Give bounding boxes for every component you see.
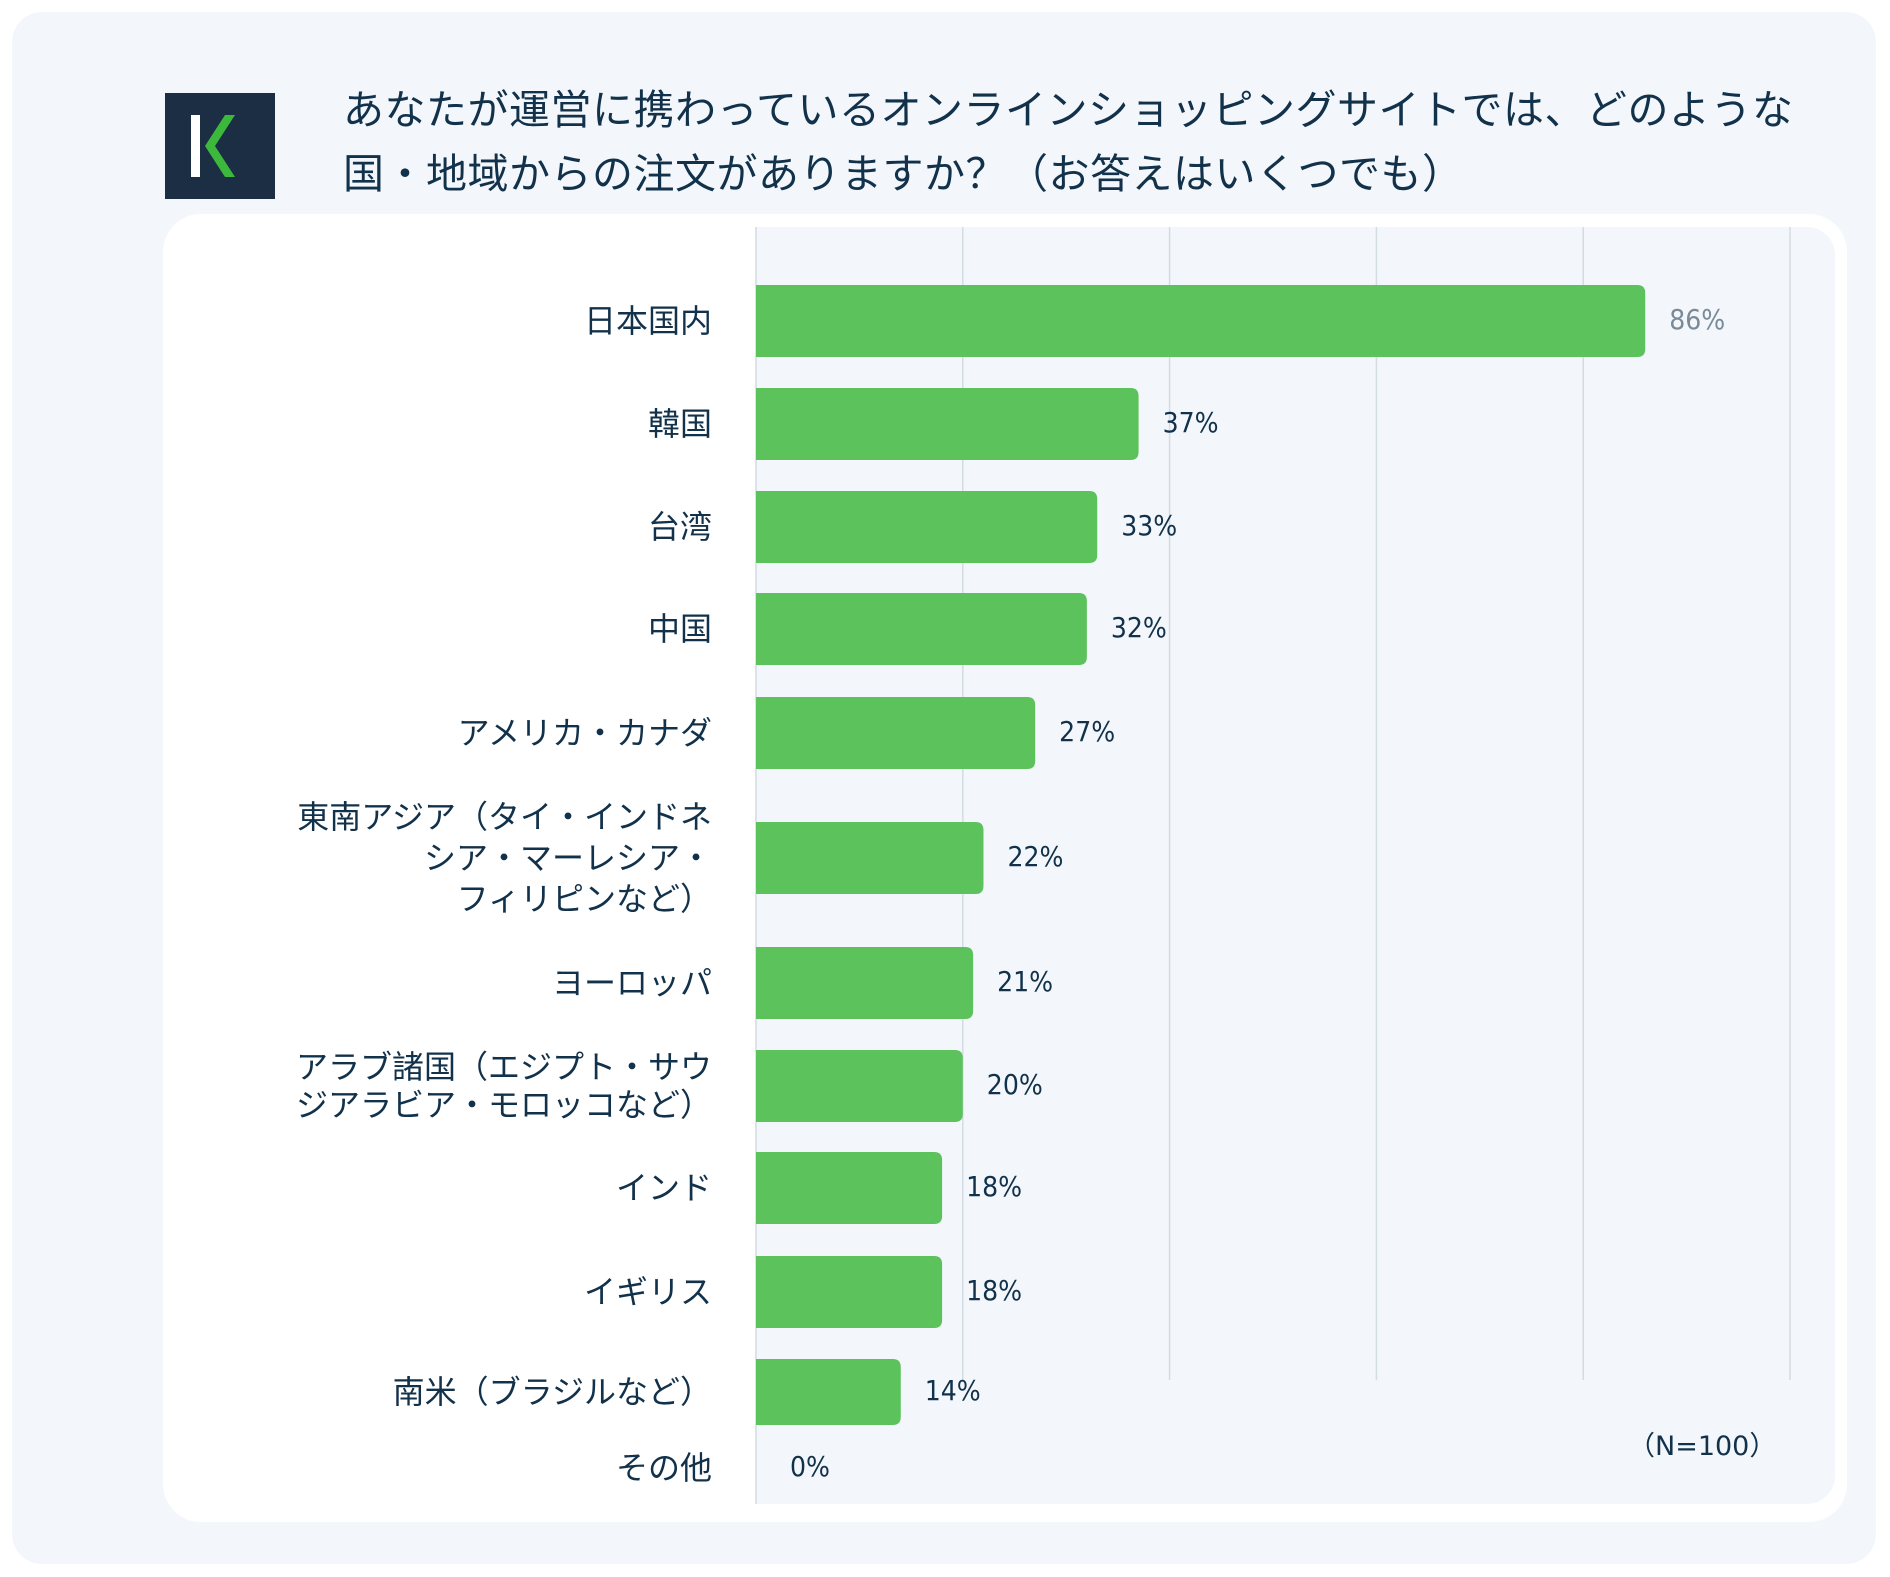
- bar: [756, 388, 1139, 460]
- category-label: 韓国: [648, 405, 712, 443]
- bar: [756, 491, 1098, 563]
- category-label-line: アメリカ・カナダ: [457, 714, 712, 752]
- value-label: 21%: [997, 965, 1054, 998]
- category-label-line: 南米（ブラジルなど）: [392, 1373, 712, 1411]
- bar: [756, 697, 1036, 769]
- bar: [756, 1152, 943, 1224]
- category-label-line: 台湾: [647, 508, 712, 546]
- bar: [756, 285, 1646, 357]
- value-label: 33%: [1121, 509, 1178, 542]
- category-label: 中国: [648, 610, 712, 648]
- value-label: 20%: [986, 1068, 1043, 1101]
- value-label: 18%: [966, 1274, 1023, 1307]
- category-label: 東南アジア（タイ・インドネ シア・マーレシア・ フィリピンなど）: [297, 797, 712, 920]
- value-label: 14%: [924, 1374, 981, 1407]
- category-label-line: インド: [615, 1169, 712, 1207]
- category-label: 台湾: [648, 508, 712, 546]
- category-label: インド: [616, 1169, 712, 1207]
- category-label: 南米（ブラジルなど）: [393, 1373, 712, 1411]
- value-label: 18%: [966, 1170, 1023, 1203]
- category-label: アラブ諸国（エジプト・サウ ジアラビア・モロッコなど）: [296, 1048, 712, 1124]
- category-label-line: 日本国内: [583, 302, 712, 340]
- category-label-line: 韓国: [647, 405, 712, 443]
- category-label-line: ジアラビア・モロッコなど）: [295, 1086, 712, 1124]
- value-label: 32%: [1110, 611, 1167, 644]
- bar: [756, 1256, 943, 1328]
- value-label: 86%: [1669, 303, 1726, 336]
- category-label-line: シア・マーレシア・: [423, 839, 712, 877]
- value-label: 27%: [1059, 715, 1116, 748]
- value-label: 0%: [790, 1450, 830, 1483]
- category-label-line: その他: [615, 1449, 712, 1487]
- chart-title: あなたが運営に携わっているオンラインショッピングサイトでは、どのような国・地域か…: [343, 86, 1794, 198]
- bar: [756, 1359, 901, 1425]
- category-label-line: 中国: [647, 610, 712, 648]
- category-label-line: アラブ諸国（エジプト・サウ: [295, 1048, 712, 1086]
- category-label: 日本国内: [584, 302, 712, 340]
- bar: [756, 947, 974, 1019]
- category-label: アメリカ・カナダ: [458, 714, 712, 752]
- bar: [756, 1050, 963, 1122]
- category-label: その他: [616, 1449, 712, 1487]
- category-label-line: フィリピンなど）: [456, 880, 712, 918]
- category-label-line: イギリス: [583, 1273, 712, 1311]
- value-label: 37%: [1162, 406, 1219, 439]
- category-label-line: 東南アジア（タイ・インドネ: [297, 798, 712, 836]
- brand-logo: [165, 93, 275, 199]
- bar: [756, 822, 984, 894]
- category-label-line: ヨーロッパ: [551, 964, 712, 1002]
- category-label: イギリス: [584, 1273, 712, 1311]
- value-label: 22%: [1007, 840, 1064, 873]
- category-label: ヨーロッパ: [552, 964, 712, 1002]
- bar: [756, 593, 1087, 665]
- sample-size-note: （N=100）: [1628, 1431, 1777, 1462]
